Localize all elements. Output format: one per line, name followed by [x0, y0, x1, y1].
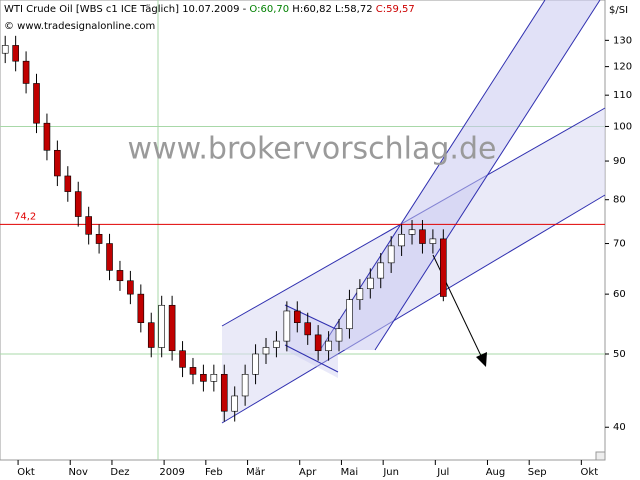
x-tick-label: Feb	[205, 467, 223, 478]
x-tick-label: Sep	[528, 467, 547, 478]
watermark: www.brokervorschlag.de	[128, 132, 497, 167]
candle-body	[64, 175, 72, 192]
candle-body	[147, 322, 155, 348]
flag-channel	[285, 305, 338, 378]
x-tick-label: Dez	[110, 467, 129, 478]
chart-title: WTI Crude Oil [WBS c1 ICE Täglich] 10.07…	[4, 4, 415, 15]
candle-body	[22, 60, 30, 84]
candle-body	[33, 83, 40, 124]
y-tick-label: 100	[613, 121, 632, 132]
candle-body	[137, 293, 145, 324]
x-tick-label: Okt	[17, 467, 35, 478]
x-tick-label: Okt	[581, 467, 599, 478]
candle-body	[408, 229, 416, 235]
x-tick-label: Aug	[486, 467, 506, 478]
candle-body	[168, 304, 176, 352]
y-tick-label: 110	[613, 90, 632, 101]
y-tick-label: 120	[613, 62, 632, 73]
channel-line	[221, 194, 606, 424]
candle-body	[419, 229, 426, 244]
arrow-head	[476, 352, 487, 367]
scroll-box[interactable]	[595, 451, 606, 461]
candle-body	[356, 288, 364, 300]
y-tick-label: 50	[613, 349, 626, 360]
candle-body	[314, 334, 322, 352]
candle-body	[241, 373, 249, 397]
candle-body	[1, 45, 9, 54]
candle-body	[43, 122, 51, 151]
candle-body	[74, 191, 82, 217]
y-tick-label: 90	[613, 156, 626, 167]
candle-body	[377, 262, 385, 279]
candle-body	[200, 373, 207, 382]
candle-body	[106, 243, 113, 271]
candle-body	[335, 328, 343, 342]
copyright: © www.tradesignalonline.com	[4, 21, 155, 32]
candle-body	[262, 347, 270, 355]
title-part: O:60,70	[249, 4, 289, 15]
candle-body	[189, 367, 197, 375]
title-part: C:59,57	[376, 4, 415, 15]
channel-line	[284, 304, 339, 331]
candle-body	[116, 270, 124, 282]
candle-body	[85, 216, 92, 235]
y-tick-label: 60	[613, 289, 626, 300]
candle-body	[429, 238, 437, 244]
title-part: WTI Crude Oil [WBS c1 ICE Täglich] 10.07…	[4, 4, 249, 15]
x-tick-label: Nov	[68, 467, 88, 478]
y-tick-label: 130	[613, 35, 632, 46]
candle-body	[398, 233, 405, 247]
x-tick-label: Apr	[299, 467, 317, 478]
y-unit: $/SI	[609, 5, 628, 16]
y-tick-label: 40	[613, 422, 626, 433]
x-tick-label: Mär	[246, 467, 266, 478]
candle-body	[367, 277, 374, 290]
x-tick-label: Jul	[436, 467, 449, 478]
horizontal-line-label: 74,2	[14, 211, 36, 222]
candle-body	[95, 233, 103, 244]
candle-body	[179, 350, 186, 368]
candle-body	[231, 395, 238, 412]
candle-body	[346, 299, 353, 330]
candle-body	[127, 280, 134, 295]
channel-line	[374, 0, 601, 351]
candle-body	[12, 45, 19, 62]
x-tick-label: Mai	[341, 467, 359, 478]
candle-body	[54, 149, 61, 177]
y-tick-label: 70	[613, 239, 626, 250]
x-tick-label: 2009	[159, 467, 184, 478]
candle-body	[273, 340, 280, 348]
y-tick-label: 80	[613, 195, 626, 206]
title-part: H:60,82 L:58,72	[289, 4, 376, 15]
candle-body	[304, 322, 312, 336]
candle-body	[440, 238, 447, 297]
candle-body	[252, 353, 259, 375]
x-tick-label: Jun	[382, 467, 399, 478]
channel-line	[284, 344, 339, 373]
candle-body	[293, 310, 301, 324]
candle-body	[210, 373, 218, 382]
candle-body	[158, 304, 165, 348]
candle-body	[325, 340, 332, 352]
candle-body	[283, 310, 291, 342]
candle-body	[387, 245, 395, 264]
candle-body	[220, 373, 228, 412]
